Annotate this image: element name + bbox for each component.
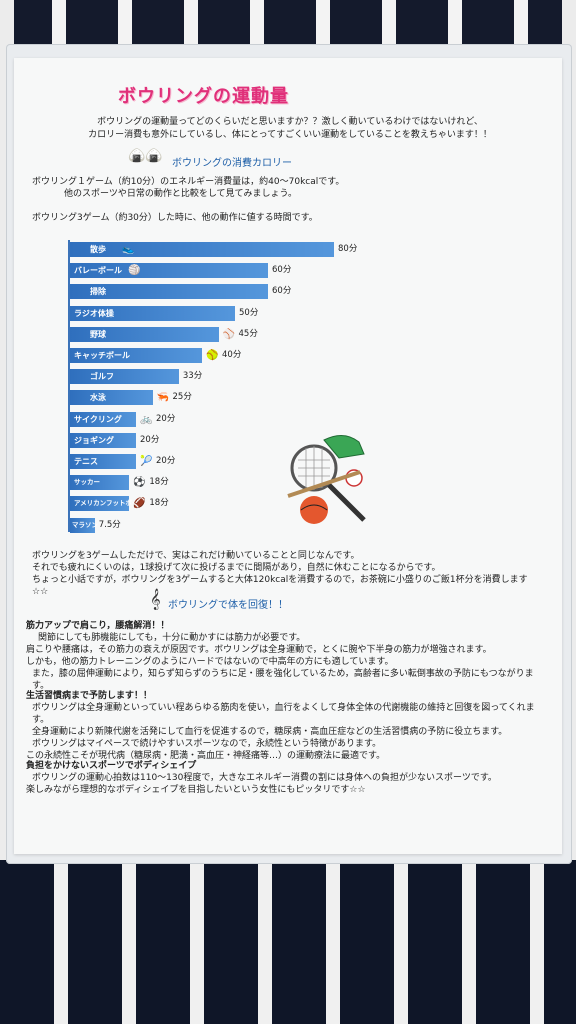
chart-caption: ボウリング3ゲーム（約30分）した時に、他の動作に値する時間です。: [32, 213, 318, 223]
chart-category-label: テニス: [74, 457, 98, 466]
chart-value-label: 50分: [239, 307, 259, 318]
after-chart-line: それでも疲れにくいのは，1球投げて次に投げるまでに間隔があり，自然に休むことにな…: [32, 563, 441, 573]
intro-text: ボウリングの運動量ってどのくらいだと思いますか？？激しく動いているわけではないけ…: [40, 116, 540, 142]
chart-value-label: 20分: [140, 434, 160, 445]
chart-bar: [70, 369, 179, 385]
chart-bar: [70, 305, 235, 321]
chart-value-label: 20分: [156, 456, 176, 466]
lifestyle-text: 生活習慣病まで予防します！！ ボウリングは全身運動といっていい程あらゆる筋肉を使…: [26, 690, 546, 762]
calorie-line: 他のスポーツや日常の動作と比較をして見てみましょう。: [64, 189, 298, 199]
chart-category-label: バレーボール: [74, 266, 122, 276]
muscle-line: しかも，他の筋力トレーニングのようにハードではないので中高年の方にも適しています…: [26, 657, 394, 667]
muscle-text: 筋力アップで肩こり，腰痛解消！！ 関節にしても肺機能にしても，十分に動かすには筋…: [26, 620, 546, 692]
bicycle-icon: 🚲: [140, 413, 153, 425]
baseball-glove-icon: 🥎: [206, 350, 219, 361]
chart-bar: [70, 432, 136, 448]
chart-axis: [68, 240, 70, 532]
poster-title: ボウリングの運動量: [118, 86, 289, 107]
after-chart-line: ボウリングを3ゲームしただけで、実はこれだけ動いていることと同じなんです。: [32, 551, 360, 561]
chart-category-label: キャッチボール: [74, 351, 130, 360]
muscle-line: また，膝の屈伸運動により，知らず知らずのうちに足・腰を強化しているため，高齢者に…: [32, 669, 534, 691]
body-shape-line: 楽しみながら理想的なボディシェイプを目指したいという女性にもピッタリです☆☆: [26, 785, 366, 795]
chart-bar: [70, 411, 136, 427]
after-chart-line: ちょっと小話ですが，ボウリングを3ゲームすると大体120kcalを消費するので，…: [32, 575, 528, 597]
wall-tiles-bottom: [0, 860, 576, 1024]
chart-bar: [70, 496, 130, 512]
section-calorie-heading: ボウリングの消費カロリー: [172, 158, 292, 169]
body-shape-text: 負担をかけないスポーツでボディシェイプ ボウリングの運動心拍数は110～130程…: [26, 760, 546, 796]
muscle-heading: 筋力アップで肩こり，腰痛解消！！: [26, 621, 170, 631]
lifestyle-heading: 生活習慣病まで予防します！！: [26, 691, 153, 701]
chart-value-label: 18分: [149, 477, 169, 488]
chart-value-label: 80分: [338, 244, 358, 254]
chart-category-label: アメリカンフットボール: [74, 499, 145, 508]
chart-bar: [70, 517, 95, 533]
chart-category-label: 野球: [90, 329, 106, 339]
muscle-line: 肩こりや腰痛は，その筋力の衰えが原因です。ボウリングは全身運動で，とくに腕や下半…: [26, 645, 492, 655]
chart-category-label: 散歩: [90, 245, 106, 254]
chart-value-label: 18分: [149, 498, 169, 509]
chart-value-label: 45分: [238, 328, 258, 339]
chart-value-label: 33分: [182, 371, 203, 382]
chart-value-label: 25分: [172, 392, 192, 403]
lifestyle-line: ボウリングはマイペースで続けやすいスポーツなので，永続性という特徴があります。: [32, 739, 382, 749]
chart-category-label: ラジオ体操: [74, 308, 114, 318]
body-shape-heading: 負担をかけないスポーツでボディシェイプ: [26, 761, 197, 771]
calorie-text: ボウリング１ゲーム（約10分）のエネルギー消費量は，約40～70kcalです。 …: [32, 176, 512, 200]
chart-category-label: ジョギング: [74, 435, 114, 445]
chart-bar: [70, 348, 202, 363]
soccer-ball-icon: ⚽: [133, 477, 146, 489]
chart-bar: [70, 263, 268, 279]
chart-bar: [70, 390, 153, 406]
chart-category-label: ゴルフ: [90, 372, 114, 382]
treble-clef-icon: 𝄞: [150, 589, 161, 610]
section-recovery-heading: ボウリングで体を回復！！: [168, 600, 288, 611]
swimmer-icon: 🦐: [156, 392, 169, 404]
tennis-ball-icon: 🎾: [140, 456, 153, 467]
chart-bar: [70, 242, 334, 257]
sports-equipment-illustration: [287, 435, 366, 524]
chart-value-label: 40分: [222, 350, 242, 360]
chart-category-label: サッカー: [74, 478, 100, 487]
muscle-line: 関節にしても肺機能にしても，十分に動かすには筋力が必要です。: [38, 633, 306, 643]
chart-value-label: 60分: [272, 265, 292, 276]
shoe-icon: 👟: [122, 244, 135, 255]
chart-bar: [70, 454, 136, 469]
intro-line: カロリー消費も意外にしているし、体にとってすごくいい運動をしていることを教えちゃ…: [88, 130, 492, 140]
chart-value-label: 20分: [156, 413, 176, 424]
activity-bar-chart: 散歩 👟 80分 バレーボール 🏐 60分 掃除 60分 ラジオ体操 50分 野球 ⚾ 45分 キャッチボ…: [62, 240, 382, 540]
chart-category-label: 掃除: [90, 287, 106, 297]
chart-bar: [70, 284, 268, 300]
intro-line: ボウリングの運動量ってどのくらいだと思いますか？？激しく動いているわけではないけ…: [97, 117, 483, 127]
volleyball-icon: 🏐: [128, 265, 141, 277]
body-shape-line: ボウリングの運動心拍数は110～130程度で，大きなエネルギー消費の割には身体へ…: [32, 773, 497, 783]
chart-bar: [70, 475, 130, 491]
calorie-line: ボウリング１ゲーム（約10分）のエネルギー消費量は，約40～70kcalです。: [32, 177, 345, 187]
lifestyle-line: 全身運動により新陳代謝を活発にして血行を促進するので，糖尿病・高血圧症などの生活…: [32, 727, 508, 737]
chart-value-label: 7.5分: [98, 519, 121, 530]
chart-value-label: 60分: [272, 286, 292, 297]
baseball-bat-icon: ⚾: [222, 328, 235, 340]
chart-category-label: サイクリング: [74, 414, 122, 424]
chart-category-label: マラソン: [72, 520, 98, 529]
rice-ball-icon: 🍙🍙: [128, 148, 163, 164]
lifestyle-line: ボウリングは全身運動といっていい程あらゆる筋肉を使い，血行をよくして身体全体の代…: [32, 703, 535, 725]
chart-category-label: 水泳: [90, 393, 106, 403]
football-helmet-icon: 🏈: [133, 498, 146, 510]
chart-bar: [70, 326, 219, 342]
after-chart-text: ボウリングを3ゲームしただけで、実はこれだけ動いていることと同じなんです。 それ…: [32, 550, 542, 598]
lifestyle-line: この永続性こそが現代病（糖尿病・肥満・高血圧・神経痛等…）の運動療法に最適です。: [26, 751, 386, 761]
